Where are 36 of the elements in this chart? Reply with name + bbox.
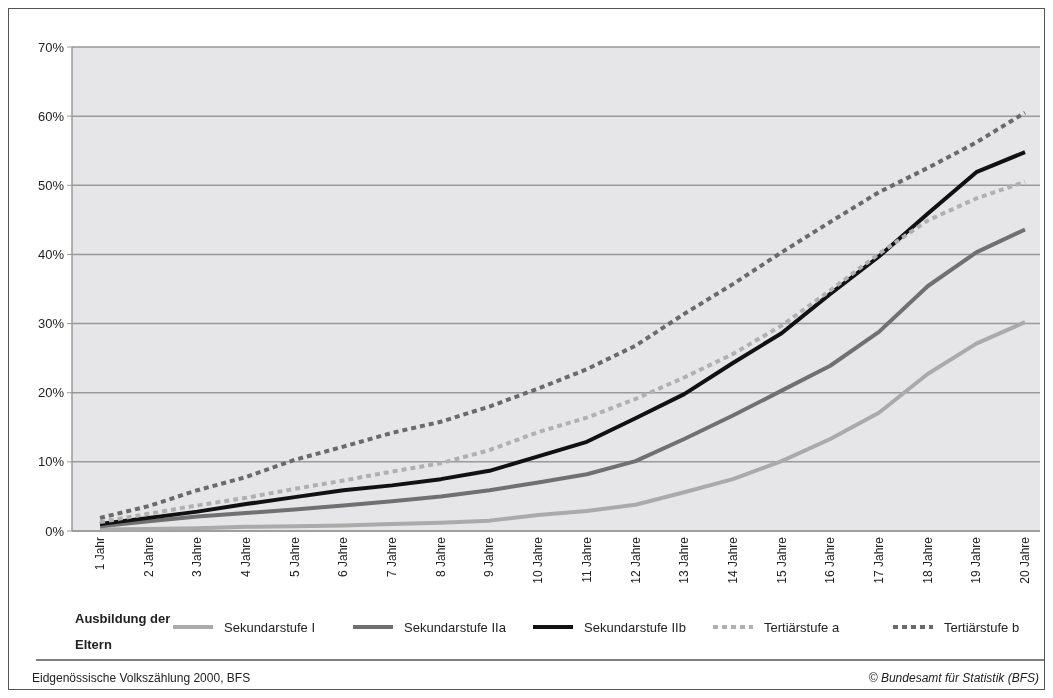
y-tick-label: 20% bbox=[37, 385, 65, 401]
y-tick-label: 50% bbox=[37, 177, 65, 193]
x-tick-label: 12 Jahre bbox=[628, 536, 643, 584]
x-tick-label: 14 Jahre bbox=[725, 536, 740, 584]
x-tick-label: 20 Jahre bbox=[1018, 536, 1032, 584]
x-tick-label: 1 Jahr bbox=[93, 537, 107, 571]
legend-label: Sekundarstufe IIa bbox=[404, 619, 507, 635]
x-tick-label: 18 Jahre bbox=[920, 536, 935, 584]
x-tick-label: 9 Jahre bbox=[482, 536, 497, 578]
x-tick-label: 2 Jahre bbox=[141, 536, 156, 578]
y-tick-label: 60% bbox=[37, 108, 65, 124]
x-tick-label: 7 Jahre bbox=[385, 536, 400, 578]
y-tick-label: 10% bbox=[37, 454, 65, 470]
x-tick-label: 3 Jahre bbox=[190, 536, 205, 578]
y-tick-label: 70% bbox=[37, 39, 65, 55]
text: © Bundesamt für Statistik (BFS) bbox=[868, 671, 1039, 686]
legend-label: Sekundarstufe IIb bbox=[584, 619, 686, 635]
x-tick-label: 15 Jahre bbox=[774, 536, 789, 584]
text: Eidgenössische Volkszählung 2000, BFS bbox=[32, 671, 251, 686]
x-tick-label: 6 Jahre bbox=[336, 536, 351, 578]
y-tick-label: 30% bbox=[37, 316, 65, 332]
y-tick-label: 40% bbox=[37, 246, 65, 262]
legend-title: Ausbildung der Eltern bbox=[75, 610, 171, 652]
legend-label: Tertiärstufe b bbox=[944, 619, 1020, 635]
x-tick-label: 11 Jahre bbox=[579, 536, 594, 583]
legend-label: Tertiärstufe a bbox=[764, 619, 840, 635]
x-tick-label: 16 Jahre bbox=[823, 536, 838, 584]
x-tick-label: 5 Jahre bbox=[287, 536, 302, 578]
x-tick-label: 4 Jahre bbox=[239, 536, 254, 578]
x-tick-label: 19 Jahre bbox=[969, 536, 984, 584]
x-tick-label: 10 Jahre bbox=[531, 536, 546, 584]
x-tick-label: 13 Jahre bbox=[677, 536, 692, 584]
y-tick-label: 0% bbox=[45, 523, 65, 539]
x-tick-label: 17 Jahre bbox=[871, 536, 886, 584]
legend-label: Sekundarstufe I bbox=[224, 619, 316, 635]
x-tick-label: 8 Jahre bbox=[433, 536, 448, 578]
